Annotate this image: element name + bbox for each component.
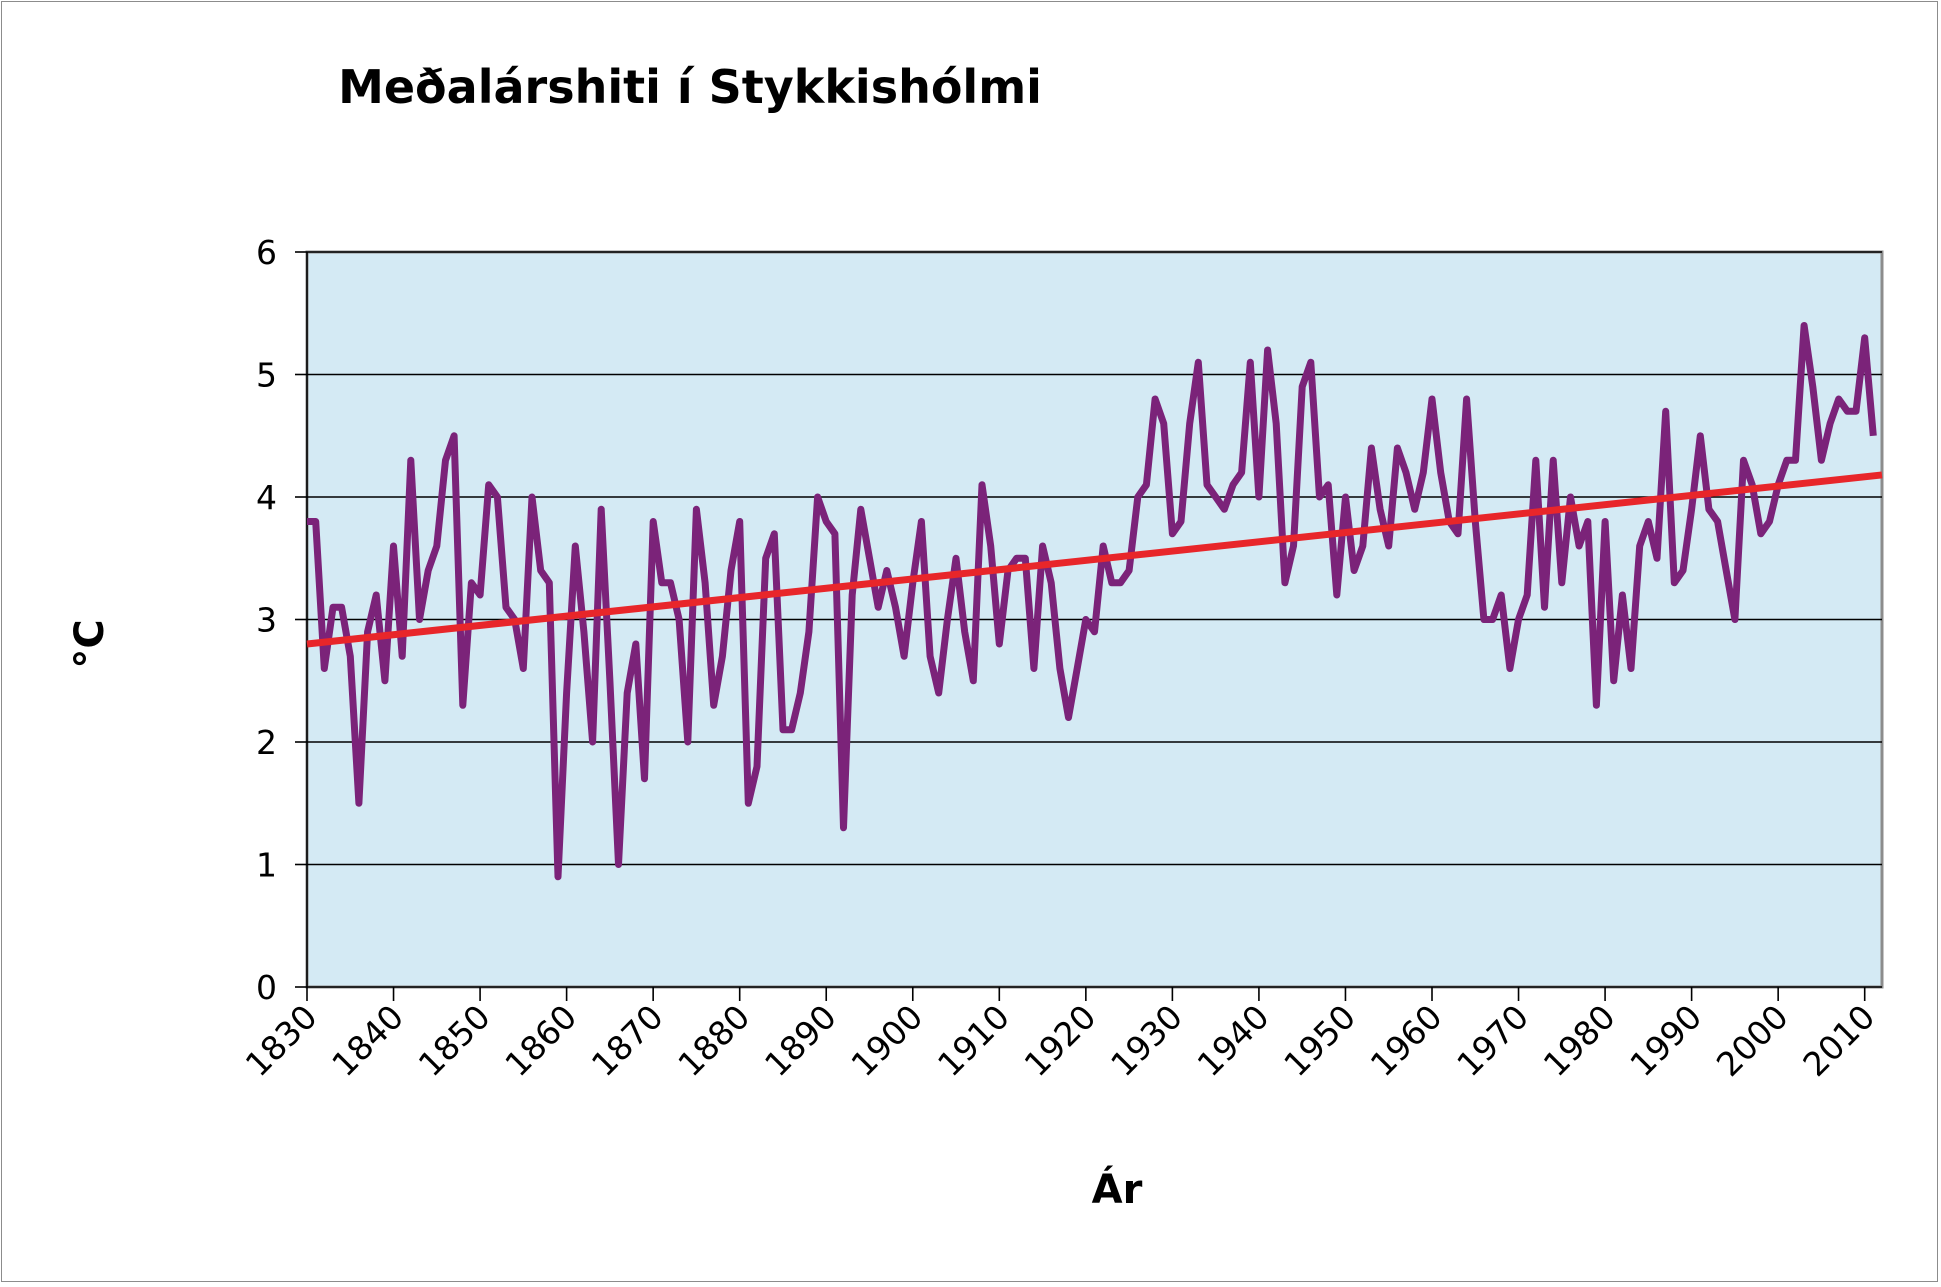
y-axis: 0 1 2 3 4 5 6 [256,233,308,1007]
y-tick-label: 3 [256,601,277,640]
x-axis-title: Ár [1092,1165,1143,1213]
series-layer [306,322,1883,881]
temperature-series-line [307,322,1877,881]
x-axis: 1830 1840 1850 1860 1870 1880 1890 1900 1910 1920… [238,986,1882,1084]
x-tick-label: 1840 [324,997,411,1084]
y-tick-label: 0 [256,968,277,1007]
x-tick-label: 2010 [1795,997,1882,1084]
x-tick-label: 1850 [411,997,498,1084]
y-tick-label: 4 [256,478,277,517]
y-tick-label: 6 [256,233,277,272]
x-tick-label: 1970 [1449,997,1536,1084]
y-axis-title: °C [67,619,113,668]
x-tick-label: 1870 [584,997,671,1084]
x-tick-label: 1910 [930,997,1017,1084]
y-tick-label: 5 [256,356,277,395]
x-tick-label: 1860 [497,997,584,1084]
x-tick-label: 1990 [1622,997,1709,1084]
x-tick-label: 1880 [670,997,757,1084]
y-tick-label: 1 [256,846,277,885]
x-tick-label: 1890 [757,997,844,1084]
x-tick-label: 1920 [1017,997,1104,1084]
y-tick-label: 2 [256,723,277,762]
trend-line [306,471,1883,648]
x-tick-label: 1930 [1103,997,1190,1084]
x-tick-label: 1960 [1363,997,1450,1084]
x-tick-label: 1900 [843,997,930,1084]
x-tick-label: 1830 [238,997,325,1084]
x-tick-label: 2000 [1709,997,1796,1084]
x-tick-label: 1940 [1190,997,1277,1084]
x-tick-label: 1980 [1536,997,1623,1084]
x-tick-label: 1950 [1276,997,1363,1084]
chart-title: Meðalárshiti í Stykkishólmi [338,60,1042,114]
